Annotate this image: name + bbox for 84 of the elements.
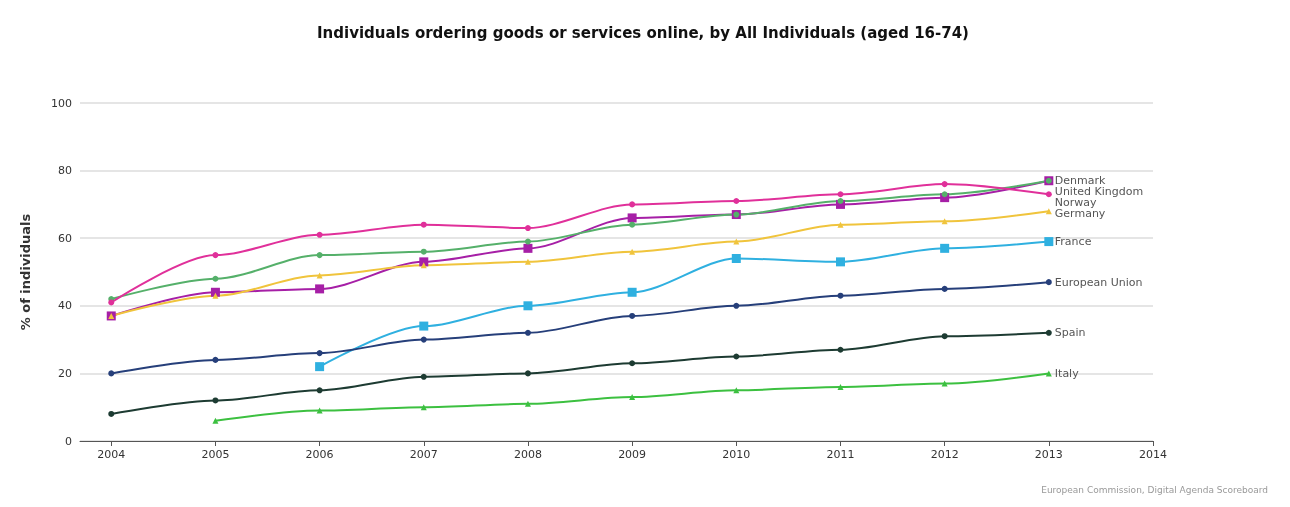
point	[523, 301, 533, 311]
point	[523, 243, 533, 253]
series-label: France	[1054, 235, 1092, 249]
point	[629, 201, 636, 208]
point	[731, 253, 741, 263]
point	[212, 356, 219, 363]
point	[316, 252, 323, 259]
point	[629, 312, 636, 319]
point	[941, 285, 948, 292]
point	[212, 292, 219, 299]
x-tick-label: 2010	[722, 448, 751, 461]
x-tick-label: 2009	[618, 448, 647, 461]
point	[733, 198, 740, 205]
point	[837, 383, 844, 390]
point	[420, 336, 427, 343]
y-tick-label: 100	[51, 96, 72, 110]
x-tick-label: 2004	[97, 448, 126, 461]
point	[941, 333, 948, 340]
y-tick-label: 40	[58, 299, 72, 313]
x-tick-label: 2007	[409, 448, 438, 461]
point	[524, 258, 531, 265]
point	[108, 370, 115, 377]
point	[837, 198, 844, 205]
point	[1044, 237, 1054, 247]
series-label: United Kingdom	[1054, 185, 1144, 199]
x-tick-label: 2006	[305, 448, 334, 461]
x-tick-label: 2011	[826, 448, 855, 461]
point	[316, 350, 323, 357]
y-tick-label: 0	[65, 434, 72, 448]
point	[420, 221, 427, 228]
series-label: Italy	[1054, 366, 1080, 380]
point	[1045, 279, 1052, 286]
series-label: European Union	[1054, 275, 1143, 289]
point	[837, 346, 844, 353]
point	[212, 275, 219, 282]
point	[212, 417, 219, 424]
point	[941, 191, 948, 198]
point	[941, 380, 948, 387]
point	[316, 387, 323, 394]
point	[629, 394, 636, 401]
point	[733, 302, 740, 309]
point	[837, 191, 844, 198]
y-tick-label: 60	[58, 231, 72, 245]
text: European Commission, Digital Agenda Scoreboard	[1041, 484, 1268, 495]
point	[108, 410, 115, 417]
point	[629, 248, 636, 255]
y-tick-label: 20	[58, 366, 72, 380]
x-tick-label: 2005	[201, 448, 230, 461]
point	[524, 400, 531, 407]
point	[524, 370, 531, 377]
point	[627, 213, 637, 223]
point	[316, 231, 323, 238]
point	[940, 243, 950, 253]
x-tick-label: 2013	[1034, 448, 1063, 461]
x-tick-label: 2014	[1139, 448, 1167, 461]
point	[1045, 191, 1052, 198]
point	[524, 225, 531, 232]
point	[315, 362, 325, 372]
point	[733, 238, 740, 245]
point	[524, 238, 531, 245]
point	[627, 287, 637, 297]
point	[941, 181, 948, 188]
y-tick-label: 80	[58, 164, 72, 178]
x-tick-label: 2012	[930, 448, 959, 461]
point	[524, 329, 531, 336]
y-axis-title: % of individuals	[18, 213, 33, 331]
series-label: Denmark	[1054, 174, 1107, 188]
point	[212, 397, 219, 404]
point	[420, 248, 427, 255]
point	[210, 287, 220, 297]
x-tick-label: 2008	[513, 448, 542, 461]
point	[316, 407, 323, 414]
point	[419, 321, 429, 331]
point	[629, 360, 636, 367]
point	[212, 252, 219, 259]
point	[629, 221, 636, 228]
point	[315, 284, 325, 294]
series-label: Spain	[1054, 326, 1086, 340]
point	[419, 257, 429, 267]
point	[835, 257, 845, 267]
point	[837, 221, 844, 228]
chart-title: Individuals ordering goods or services online, by All Individuals (aged 16-74)	[317, 23, 969, 42]
point	[420, 373, 427, 380]
point	[1045, 329, 1052, 336]
